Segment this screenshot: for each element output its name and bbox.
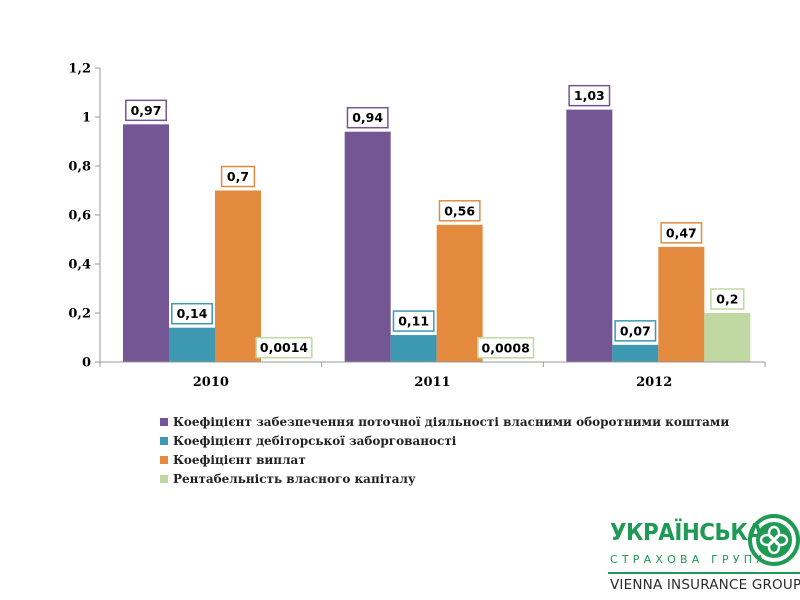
data-label: 0,97	[125, 99, 167, 122]
y-tick-label: 0,6	[68, 209, 91, 224]
logo-title: УКРАЇНСЬКА	[610, 520, 764, 546]
legend-label: Коефіцієнт забезпечення поточної діяльно…	[173, 414, 730, 429]
data-label-text: 0,97	[131, 103, 162, 118]
data-label-box	[255, 336, 313, 359]
data-label: 0,56	[438, 200, 481, 222]
data-label: 0,11	[392, 310, 435, 332]
data-label-box	[660, 222, 703, 244]
data-label: 0,7	[220, 165, 256, 188]
data-label-box	[614, 320, 657, 342]
bar-2012-series-3	[658, 246, 705, 362]
data-label: 0,94	[346, 106, 389, 129]
data-label-text: 0,0014	[260, 340, 309, 355]
bar-2010-series-1	[123, 124, 169, 362]
data-label-box	[710, 288, 745, 310]
bar-2011-series-3	[436, 224, 483, 362]
data-label: 0,07	[614, 320, 657, 342]
y-axis-ticks: 0 0,2 0,4 0,6 0,8 1 1,2	[68, 62, 100, 371]
y-tick-label: 0,8	[68, 160, 91, 175]
bar-2011-series-2	[390, 335, 437, 362]
data-label-text: 1,03	[574, 88, 605, 103]
data-label-box	[392, 310, 435, 332]
data-label-box	[220, 165, 256, 188]
data-label: 1,03	[568, 84, 611, 107]
legend-item: Рентабельність власного капіталу	[160, 469, 729, 488]
y-tick-label: 1,2	[68, 62, 91, 77]
bars	[123, 109, 751, 363]
data-label-box	[171, 302, 213, 325]
bar-2010-series-3	[215, 190, 261, 362]
legend-item: Коефіцієнт дебіторської заборгованості	[160, 431, 729, 450]
x-category-label: 2012	[636, 375, 672, 390]
data-label-text: 0,56	[444, 203, 475, 218]
legend-swatch	[160, 436, 168, 445]
legend-swatch	[160, 417, 168, 426]
x-category-label: 2010	[193, 375, 229, 390]
x-category-label: 2011	[414, 375, 450, 390]
bar-2012-series-1	[566, 109, 613, 363]
legend-label: Коефіцієнт виплат	[173, 452, 306, 467]
legend-swatch	[160, 455, 168, 464]
bar-2012-series-4	[704, 313, 751, 362]
logo-subtitle: СТРАХОВА ГРУПА	[610, 553, 768, 566]
data-label-box	[477, 337, 535, 359]
bar-2012-series-2	[612, 344, 659, 362]
data-label-text: 0,7	[227, 169, 249, 184]
y-tick-label: 0,4	[68, 258, 91, 273]
bar-2010-series-2	[169, 327, 215, 362]
data-label-text: 0,07	[620, 323, 651, 338]
data-label-box	[438, 200, 481, 222]
data-label: 0,0008	[477, 337, 535, 359]
data-label: 0,0014	[255, 336, 313, 359]
legend-label: Коефіцієнт дебіторської заборгованості	[173, 433, 457, 448]
y-tick-label: 0,2	[68, 307, 91, 322]
legend-item: Коефіцієнт забезпечення поточної діяльно…	[160, 412, 729, 431]
data-label-box	[568, 84, 611, 107]
data-label-text: 0,0008	[482, 340, 530, 355]
data-label-text: 0,47	[666, 225, 697, 240]
chart: 0 0,2 0,4 0,6 0,8 1 1,2 2010 2011 2012 0,97 0,94 1…	[68, 62, 766, 390]
data-label: 0,2	[710, 288, 745, 310]
legend-swatch	[160, 474, 168, 483]
x-axis-labels: 2010 2011 2012	[99, 362, 766, 390]
data-label: 0,47	[660, 222, 703, 244]
logo-group-name: VIENNA INSURANCE GROUP	[610, 577, 800, 593]
data-label-box	[125, 99, 167, 122]
legend: Коефіцієнт забезпечення поточної діяльно…	[160, 412, 729, 488]
logo-emblem-icon	[748, 514, 800, 566]
data-label-box	[346, 106, 389, 129]
company-logo: УКРАЇНСЬКА СТРАХОВА ГРУПА VIENNA INSURAN…	[608, 512, 800, 600]
legend-label: Рентабельність власного капіталу	[173, 471, 416, 486]
logo-divider	[608, 572, 800, 574]
data-label-text: 0,14	[177, 306, 208, 321]
data-label-text: 0,94	[352, 110, 383, 125]
y-tick-label: 1	[82, 111, 91, 126]
data-label: 0,14	[171, 302, 213, 325]
bar-2011-series-1	[344, 131, 391, 362]
data-label-text: 0,11	[398, 314, 429, 329]
data-label-text: 0,2	[716, 292, 738, 307]
y-tick-label: 0	[82, 356, 91, 371]
legend-item: Коефіцієнт виплат	[160, 450, 729, 469]
data-labels: 0,97 0,94 1,03 0,14 0,11 0,07 0,7 0,56 0,47 0,001…	[125, 84, 745, 359]
